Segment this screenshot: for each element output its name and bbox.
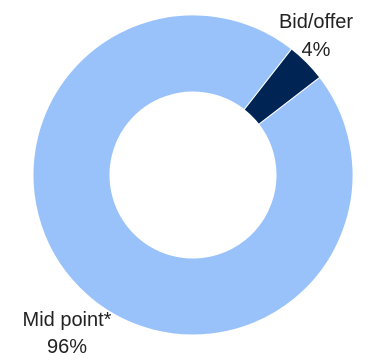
slice-value-bid-offer: 4% <box>302 39 331 61</box>
slice-mid-point <box>32 14 354 336</box>
slice-label-bid-offer: Bid/offer <box>279 11 353 33</box>
slices-group <box>32 14 354 336</box>
slice-value-mid-point: 96% <box>47 336 87 356</box>
slice-label-mid-point: Mid point* <box>23 309 112 331</box>
